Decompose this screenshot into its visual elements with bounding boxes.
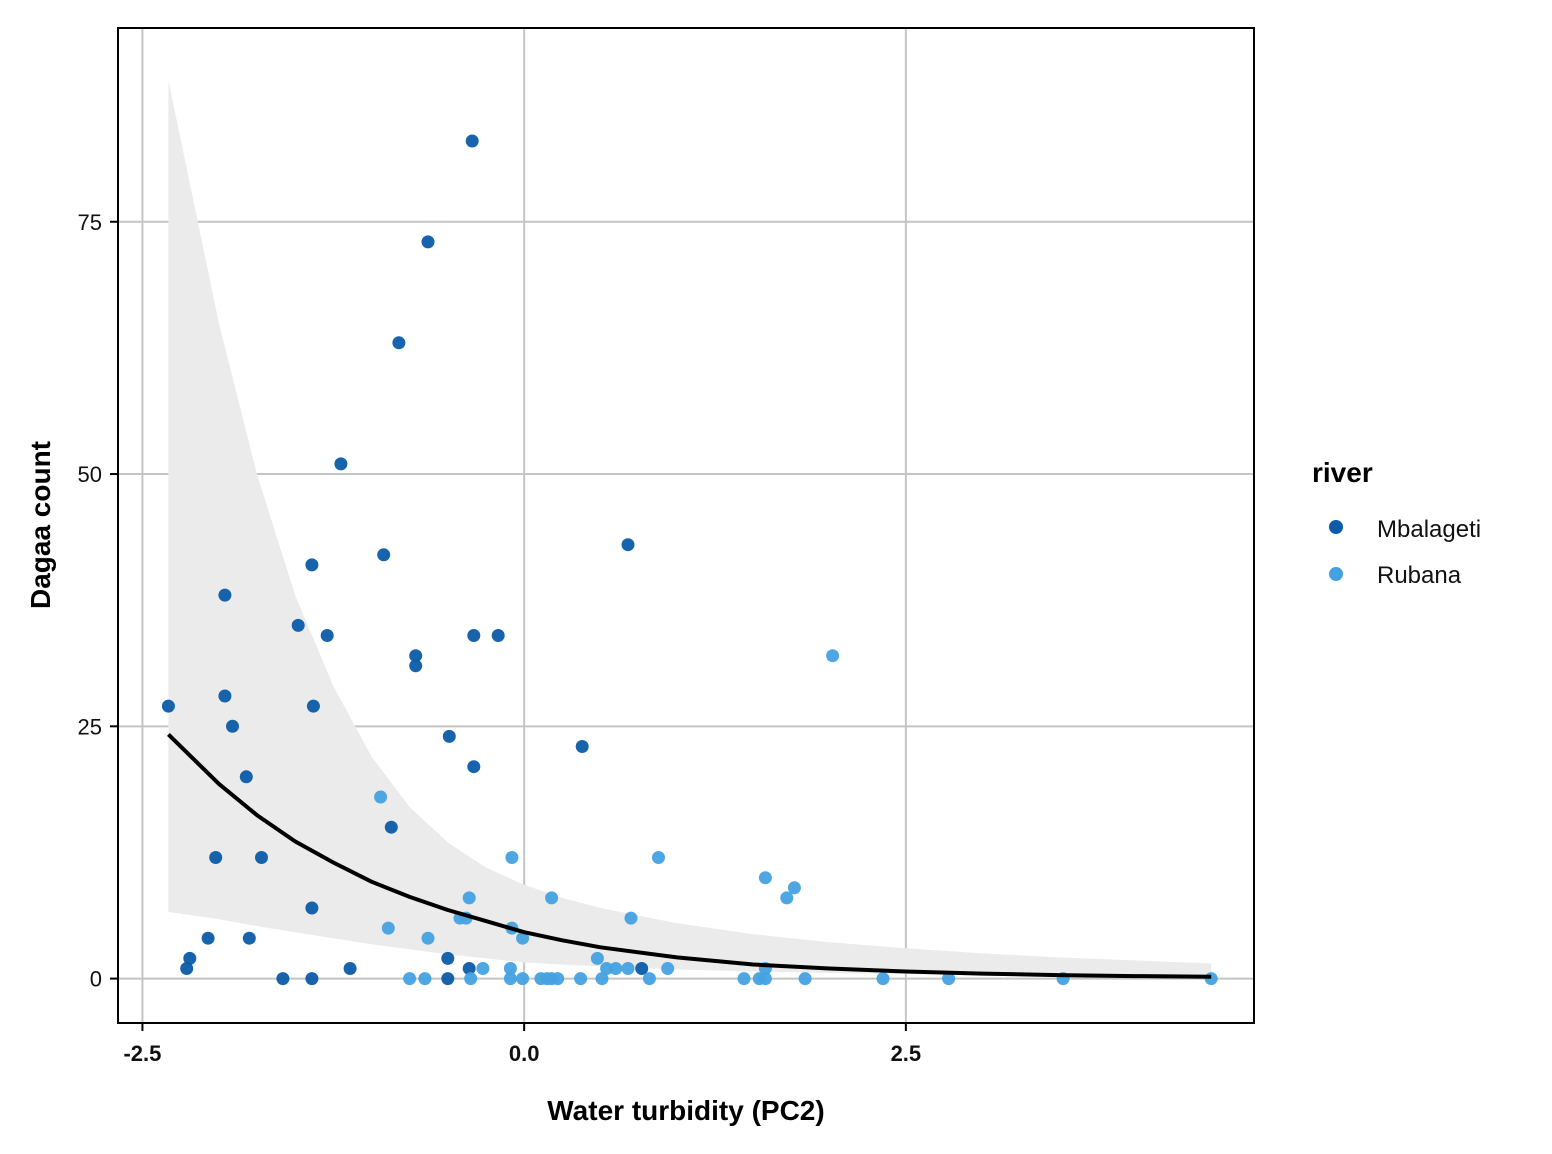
data-point-rubana	[503, 972, 517, 986]
data-point-rubana	[551, 972, 565, 986]
y-tick-label: 25	[78, 714, 102, 739]
data-point-rubana	[403, 972, 417, 986]
data-point-rubana	[876, 972, 890, 986]
data-point-rubana	[516, 931, 530, 945]
plot-border	[117, 27, 1255, 1024]
legend-swatch-rubana	[1329, 567, 1343, 581]
data-point-mbalageti	[218, 689, 232, 703]
data-point-mbalageti	[441, 972, 455, 986]
legend: river Mbalageti Rubana	[1312, 457, 1481, 589]
data-point-rubana	[942, 972, 956, 986]
data-point-rubana	[737, 972, 751, 986]
data-point-rubana	[787, 881, 801, 895]
data-point-rubana	[609, 962, 623, 975]
data-point-rubana	[464, 972, 478, 986]
data-point-mbalageti	[343, 962, 357, 975]
data-point-rubana	[476, 962, 490, 975]
data-point-mbalageti	[409, 659, 423, 673]
x-tick-label: 2.5	[891, 1041, 922, 1066]
data-point-mbalageti	[334, 457, 348, 471]
data-point-rubana	[758, 972, 772, 986]
data-point-rubana	[421, 931, 435, 945]
legend-title: river	[1312, 457, 1373, 488]
data-point-mbalageti	[276, 972, 290, 986]
data-point-rubana	[621, 962, 635, 975]
data-point-mbalageti	[306, 699, 320, 713]
legend-label-mbalageti: Mbalageti	[1377, 516, 1481, 543]
data-point-mbalageti	[305, 558, 319, 572]
data-point-mbalageti	[255, 851, 268, 864]
data-point-mbalageti	[242, 931, 256, 945]
data-point-mbalageti	[462, 962, 476, 975]
data-point-rubana	[516, 972, 530, 986]
data-point-mbalageti	[384, 820, 398, 834]
data-point-mbalageti	[621, 538, 635, 552]
y-tick-label: 50	[78, 462, 102, 487]
legend-label-rubana: Rubana	[1377, 562, 1462, 589]
data-point-rubana	[798, 972, 812, 986]
y-tick-label: 0	[90, 967, 102, 992]
data-point-mbalageti	[239, 770, 253, 784]
data-point-rubana	[780, 891, 794, 905]
data-point-mbalageti	[183, 951, 197, 965]
data-point-mbalageti	[226, 719, 239, 733]
data-point-rubana	[462, 891, 476, 905]
data-point-rubana	[505, 851, 519, 864]
data-point-mbalageti	[218, 588, 232, 602]
data-point-rubana	[545, 891, 559, 905]
data-point-mbalageti	[209, 851, 223, 864]
data-point-rubana	[600, 962, 614, 975]
data-points	[161, 134, 1218, 986]
data-point-mbalageti	[291, 618, 305, 632]
data-point-rubana	[374, 790, 388, 804]
data-point-mbalageti	[392, 336, 406, 350]
data-point-rubana	[595, 972, 609, 986]
x-tick-label: 0.0	[509, 1041, 540, 1066]
data-point-mbalageti	[161, 699, 175, 713]
y-axis-ticks: 0 25 50 75	[78, 210, 118, 992]
x-axis-title: Water turbidity (PC2)	[547, 1095, 824, 1126]
data-point-rubana	[418, 972, 432, 986]
data-point-rubana	[661, 962, 675, 975]
x-axis-ticks: -2.5 0.0 2.5	[123, 1023, 921, 1066]
data-point-mbalageti	[305, 901, 319, 915]
data-point-rubana	[381, 921, 395, 935]
data-point-rubana	[590, 951, 604, 965]
confidence-band-area	[168, 80, 1212, 978]
data-point-mbalageti	[441, 951, 455, 965]
data-point-mbalageti	[635, 962, 649, 975]
data-point-rubana	[652, 851, 665, 864]
data-point-mbalageti	[442, 729, 456, 743]
data-point-rubana	[624, 911, 638, 925]
data-point-rubana	[574, 972, 588, 986]
x-tick-label: -2.5	[123, 1041, 161, 1066]
data-point-mbalageti	[467, 760, 481, 774]
data-point-mbalageti	[465, 134, 479, 148]
legend-swatch-mbalageti	[1329, 520, 1343, 534]
fit-curve	[167, 732, 1212, 979]
data-point-rubana	[826, 649, 840, 663]
y-tick-label: 75	[78, 210, 102, 235]
data-point-mbalageti	[180, 962, 194, 975]
y-axis-title: Dagaa count	[25, 441, 56, 609]
confidence-band	[168, 80, 1212, 978]
data-point-mbalageti	[305, 972, 319, 986]
data-point-mbalageti	[409, 649, 423, 663]
data-point-mbalageti	[377, 548, 391, 562]
data-point-mbalageti	[320, 629, 334, 642]
data-point-mbalageti	[575, 740, 589, 753]
data-point-mbalageti	[421, 235, 435, 249]
fit-line	[167, 732, 1212, 979]
data-point-mbalageti	[467, 629, 481, 642]
data-point-rubana	[503, 962, 517, 975]
data-point-mbalageti	[491, 629, 505, 642]
data-point-rubana	[642, 972, 656, 986]
data-point-rubana	[758, 871, 772, 885]
data-point-mbalageti	[201, 931, 215, 945]
